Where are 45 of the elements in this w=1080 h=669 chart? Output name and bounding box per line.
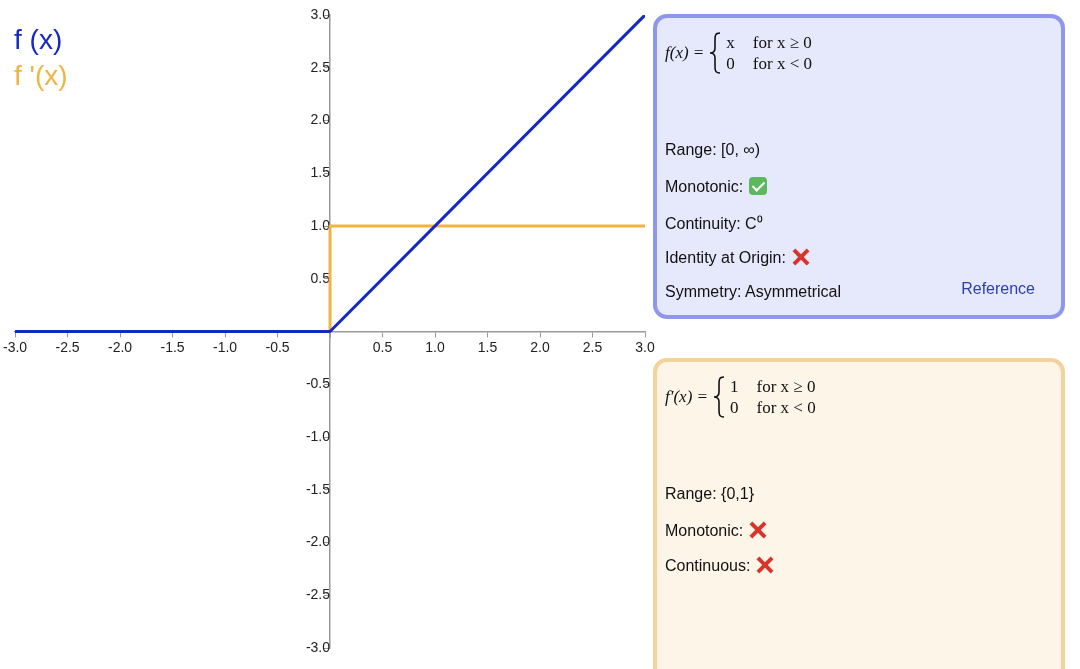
y-tick-label: -2.5 (305, 586, 331, 603)
y-tick-label: 2.5 (310, 58, 331, 75)
x-tick-label: -0.5 (265, 338, 290, 355)
x-tick-label: -2.5 (55, 338, 80, 355)
y-tick-label: 0.5 (310, 269, 331, 286)
x-tick-label: 2.0 (530, 338, 550, 355)
text: Continuous: (665, 557, 751, 574)
text: Identity at Origin: (665, 248, 786, 266)
text: f′(x) = (665, 387, 709, 407)
y-tick-label: 1.5 (310, 164, 331, 181)
x-tick-label: 0.5 (372, 338, 393, 355)
text: f (x) (14, 23, 64, 57)
text: Range: {0,1} (665, 485, 754, 502)
y-tick-label: -3.0 (305, 638, 331, 655)
text: for x < 0 (756, 397, 816, 418)
text: Reference (961, 280, 1035, 297)
y-tick-label: 1.0 (310, 216, 331, 233)
x-tick-label: 1.0 (425, 338, 445, 355)
y-tick-label: -1.5 (305, 480, 331, 497)
y-tick-label: 3.0 (310, 5, 331, 22)
x-tick-label: -2.0 (107, 338, 133, 355)
text: 1 (730, 376, 739, 397)
text: f(x) = (665, 43, 705, 63)
text: Symmetry: Asymmetrical (665, 283, 842, 300)
y-tick-label: -2.0 (305, 533, 331, 550)
text: Range: [0, ∞) (665, 141, 761, 158)
text: for x < 0 (752, 53, 812, 74)
text: x (726, 32, 735, 53)
x-tick-label: -1.5 (160, 338, 185, 355)
x-tick-label: 1.5 (477, 338, 498, 355)
y-tick-label: -1.0 (305, 427, 331, 444)
text: Continuity: C⁰ (665, 215, 763, 232)
text: 0 (730, 397, 739, 418)
text: for x ≥ 0 (756, 376, 816, 397)
text: f '(x) (14, 59, 68, 93)
x-tick-label: -3.0 (3, 338, 28, 355)
text: Monotonic: (665, 521, 744, 539)
y-tick-label: -0.5 (305, 375, 331, 392)
y-tick-label: 2.0 (310, 111, 331, 128)
x-tick-label: 2.5 (582, 338, 603, 355)
text: for x ≥ 0 (752, 32, 812, 53)
x-tick-label: 3.0 (635, 338, 655, 355)
text: 0 (726, 53, 735, 74)
x-tick-label: -1.0 (212, 338, 238, 355)
text: Monotonic: (665, 177, 744, 195)
